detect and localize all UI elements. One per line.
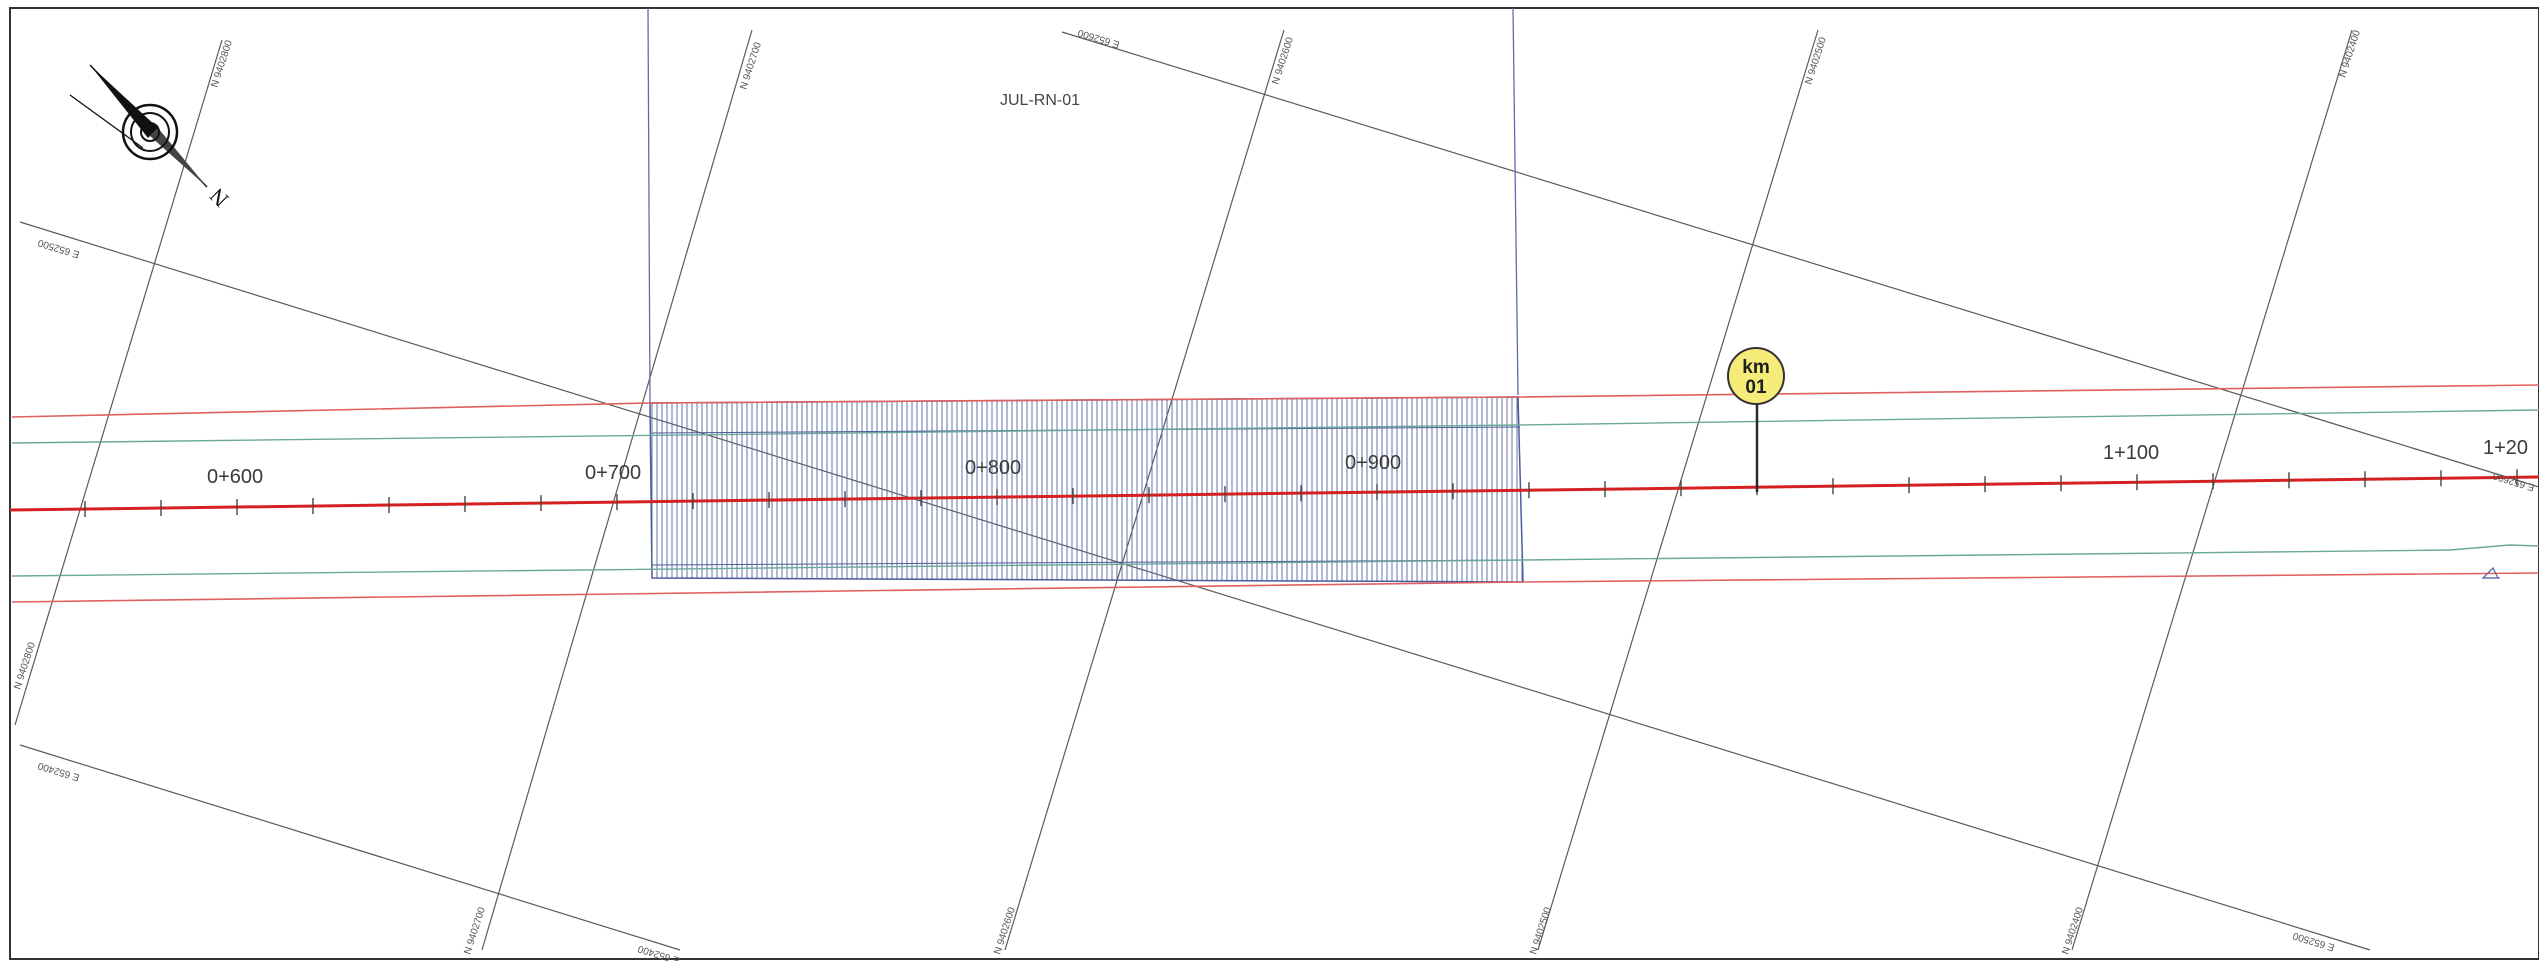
grid-line-n-9402400	[2071, 29, 2353, 951]
grid-line-n-9402800	[14, 39, 223, 726]
grid-line-e-652400	[19, 744, 681, 951]
km-marker-line2: 01	[1745, 377, 1767, 398]
edge-line-bottom	[11, 544, 2539, 577]
grid-label: E 652600	[2491, 469, 2536, 492]
sheet-boundary-right	[1512, 7, 1519, 396]
grid-label: N 9402400	[2060, 906, 2086, 956]
north-grid-lines	[14, 29, 2353, 951]
grid-label: E 652600	[1076, 26, 1121, 49]
row-line-top	[11, 384, 2539, 418]
grid-label: N 9402600	[992, 906, 1018, 956]
grid-label: N 9402400	[2337, 29, 2363, 79]
station-ticks	[84, 469, 2518, 518]
grid-label: E 652400	[36, 759, 81, 782]
drawing-frame	[9, 7, 2539, 960]
station-label: 0+800	[965, 457, 1021, 479]
station-label: 1+20	[2483, 437, 2528, 459]
station-label: 0+700	[585, 462, 641, 484]
station-label: 0+900	[1345, 452, 1401, 474]
hatched-section	[649, 396, 1524, 583]
station-label: 1+100	[2103, 442, 2159, 464]
sheet-boundaries	[647, 7, 1519, 404]
km-marker-line1: km	[1742, 357, 1769, 378]
alignment-centerline	[9, 475, 2539, 512]
grid-line-n-9402700	[481, 29, 753, 951]
edge-line-top	[11, 409, 2539, 444]
grid-label: N 9402800	[209, 39, 235, 89]
row-line-bottom	[11, 572, 2539, 603]
north-arrow-icon: N	[69, 64, 233, 212]
end-symbol-icon	[2481, 566, 2500, 579]
grid-label: N 9402500	[1803, 36, 1829, 86]
km-marker-circle	[1727, 347, 1785, 405]
station-label: 0+600	[207, 466, 263, 488]
km-marker: km 01	[1727, 347, 1785, 492]
grid-label: N 9402800	[12, 641, 38, 691]
grid-label: E 652500	[36, 236, 81, 259]
grid-label: N 9402700	[462, 906, 488, 956]
grid-label: N 9402500	[1528, 906, 1554, 956]
north-letter: N	[204, 183, 233, 212]
grid-line-e-652600	[1061, 31, 2539, 488]
hatch-inner-bottom-line	[651, 559, 1523, 566]
grid-line-n-9402500	[1537, 29, 1819, 951]
grid-label: N 9402700	[738, 41, 764, 91]
sheet-boundary-left	[647, 7, 651, 404]
sheet-label: JUL-RN-01	[1000, 92, 1080, 109]
